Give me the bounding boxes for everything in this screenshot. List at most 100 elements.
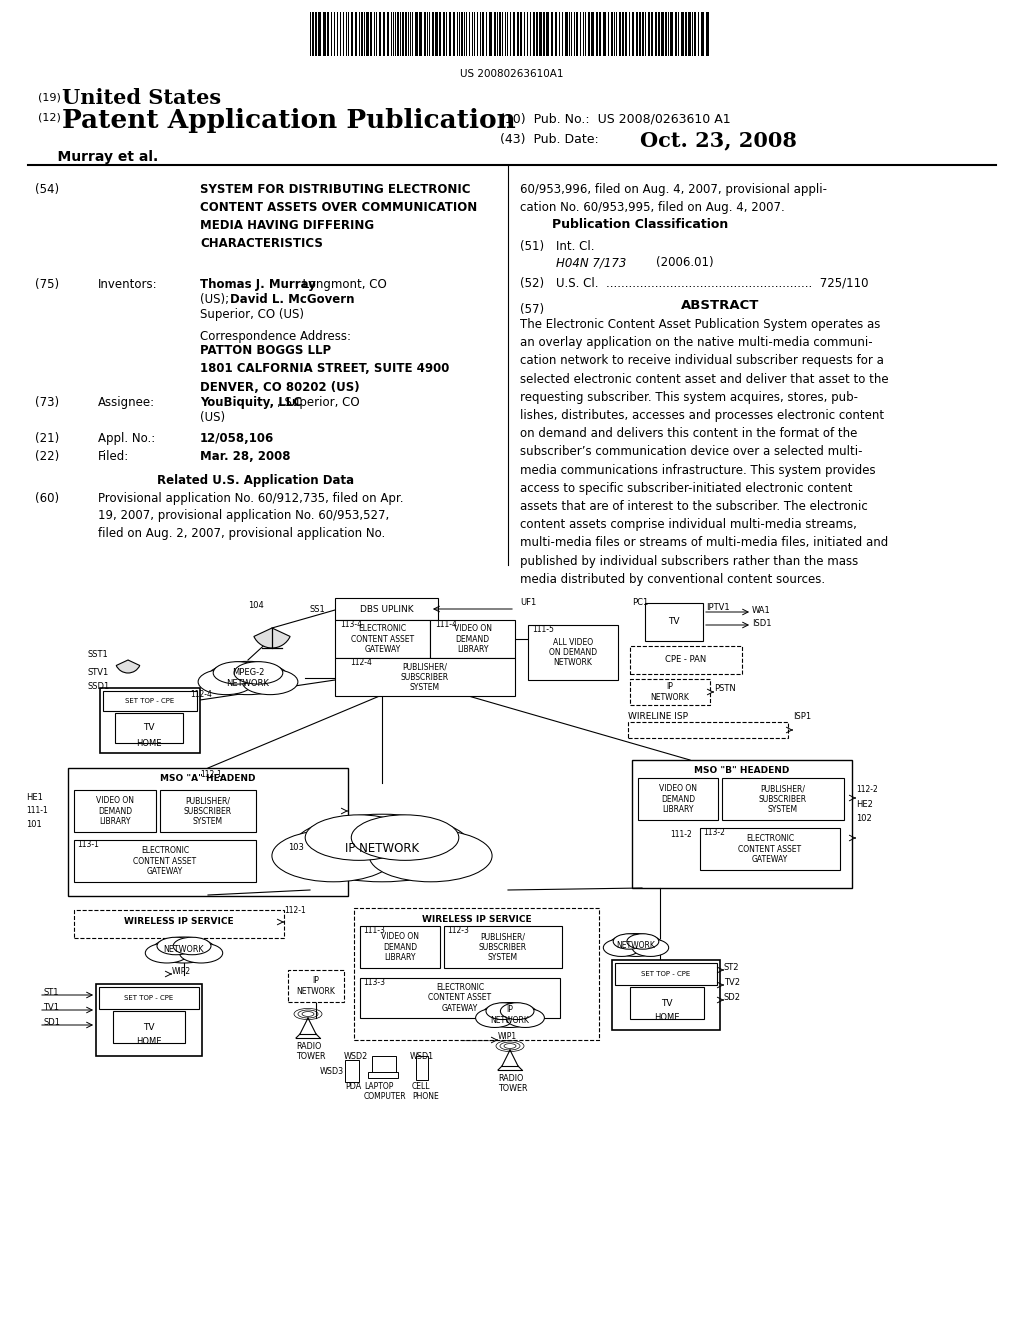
Text: STV1: STV1 [88, 668, 110, 677]
Bar [630, 678, 710, 705]
Text: UF1: UF1 [520, 598, 537, 607]
Text: 103: 103 [288, 843, 304, 851]
Text: SET TOP - CPE: SET TOP - CPE [124, 995, 174, 1001]
Text: PUBLISHER/
SUBSCRIBER
SYSTEM: PUBLISHER/ SUBSCRIBER SYSTEM [401, 663, 450, 692]
Bar [648, 12, 650, 55]
Bar [345, 1060, 359, 1082]
Text: HOME: HOME [654, 1014, 680, 1023]
Text: (21): (21) [35, 432, 59, 445]
Text: SD1: SD1 [43, 1018, 60, 1027]
Bar [688, 12, 691, 55]
Bar [115, 713, 183, 743]
Bar [655, 12, 657, 55]
Text: (22): (22) [35, 450, 59, 463]
Text: 113-2: 113-2 [703, 828, 725, 837]
Text: PUBLISHER/
SUBSCRIBER
SYSTEM: PUBLISHER/ SUBSCRIBER SYSTEM [759, 784, 807, 814]
Ellipse shape [208, 661, 289, 694]
Ellipse shape [153, 937, 215, 964]
Text: 12/058,106: 12/058,106 [200, 432, 274, 445]
Text: WA1: WA1 [752, 606, 771, 615]
Text: PSTN: PSTN [714, 684, 736, 693]
Bar [539, 12, 542, 55]
Text: MSO "A" HEADEND: MSO "A" HEADEND [160, 774, 256, 783]
Text: Appl. No.:: Appl. No.: [98, 432, 156, 445]
Text: WSD3: WSD3 [319, 1067, 344, 1076]
Text: 112-1: 112-1 [200, 770, 222, 779]
Text: 112-1: 112-1 [284, 906, 306, 915]
Text: YouBiquity, LLC: YouBiquity, LLC [200, 396, 302, 409]
Bar [443, 12, 445, 55]
Bar [630, 987, 705, 1019]
Bar [588, 12, 590, 55]
Text: (19): (19) [38, 92, 60, 102]
Bar [596, 12, 598, 55]
Bar [397, 12, 399, 55]
Bar [416, 1056, 428, 1080]
Text: PUBLISHER/
SUBSCRIBER
SYSTEM: PUBLISHER/ SUBSCRIBER SYSTEM [479, 932, 527, 962]
Bar [489, 12, 492, 55]
Bar [74, 840, 256, 882]
Bar [700, 828, 840, 870]
Text: WIP1: WIP1 [498, 1032, 517, 1041]
Bar [103, 690, 197, 711]
Bar [99, 987, 199, 1008]
Text: PATTON BOGGS LLP
1801 CALFORNIA STREET, SUITE 4900
DENVER, CO 80202 (US): PATTON BOGGS LLP 1801 CALFORNIA STREET, … [200, 345, 450, 393]
Ellipse shape [475, 1008, 514, 1027]
Text: SET TOP - CPE: SET TOP - CPE [125, 698, 175, 704]
Ellipse shape [506, 1008, 545, 1027]
Ellipse shape [198, 669, 254, 694]
Text: SD2: SD2 [724, 993, 741, 1002]
Text: PDA: PDA [345, 1082, 361, 1092]
Text: US 20080263610A1: US 20080263610A1 [460, 69, 564, 79]
Text: 111-1: 111-1 [26, 807, 48, 814]
Bar [534, 12, 535, 55]
Text: ISP1: ISP1 [793, 711, 811, 721]
Text: RADIO
TOWER: RADIO TOWER [498, 1074, 527, 1093]
Text: Filed:: Filed: [98, 450, 129, 463]
Text: TV: TV [662, 998, 673, 1007]
Bar [642, 12, 644, 55]
Bar [360, 978, 560, 1018]
Bar [379, 12, 381, 55]
Bar [645, 603, 703, 642]
Ellipse shape [305, 814, 413, 861]
Bar [372, 1056, 396, 1072]
Text: 60/953,996, filed on Aug. 4, 2007, provisional appli-
cation No. 60/953,995, fil: 60/953,996, filed on Aug. 4, 2007, provi… [520, 183, 827, 214]
Text: HE1: HE1 [26, 793, 43, 803]
Bar [74, 909, 284, 939]
Text: HOME: HOME [136, 1038, 162, 1047]
Text: SSD1: SSD1 [88, 682, 111, 690]
Text: Patent Application Publication: Patent Application Publication [62, 108, 516, 133]
Bar [636, 12, 638, 55]
Text: (52): (52) [520, 277, 544, 290]
Ellipse shape [627, 933, 658, 949]
Bar [323, 12, 326, 55]
Bar [361, 12, 362, 55]
Bar [387, 12, 389, 55]
Text: WIRELINE ISP: WIRELINE ISP [628, 711, 688, 721]
Bar [638, 777, 718, 820]
Text: The Electronic Content Asset Publication System operates as
an overlay applicati: The Electronic Content Asset Publication… [520, 318, 889, 586]
Ellipse shape [607, 935, 665, 956]
Bar [517, 12, 519, 55]
Bar [318, 12, 321, 55]
Text: ELECTRONIC
CONTENT ASSET
GATEWAY: ELECTRONIC CONTENT ASSET GATEWAY [738, 834, 802, 863]
Bar [444, 927, 562, 968]
Text: ELECTRONIC
CONTENT ASSET
GATEWAY: ELECTRONIC CONTENT ASSET GATEWAY [428, 983, 492, 1012]
Bar [632, 760, 852, 888]
Ellipse shape [613, 933, 645, 949]
Text: 113-4: 113-4 [340, 620, 362, 630]
Ellipse shape [173, 937, 211, 954]
Bar [611, 12, 613, 55]
Bar [555, 12, 557, 55]
Bar [658, 12, 660, 55]
Ellipse shape [370, 830, 493, 882]
Text: LAPTOP
COMPUTER: LAPTOP COMPUTER [364, 1082, 407, 1101]
Bar [354, 908, 599, 1040]
Text: , Superior, CO: , Superior, CO [278, 396, 359, 409]
Text: PC1: PC1 [632, 598, 648, 607]
Text: HOME: HOME [136, 738, 162, 747]
Text: Oct. 23, 2008: Oct. 23, 2008 [640, 129, 797, 150]
Text: CPE - PAN: CPE - PAN [666, 656, 707, 664]
Bar [424, 12, 426, 55]
